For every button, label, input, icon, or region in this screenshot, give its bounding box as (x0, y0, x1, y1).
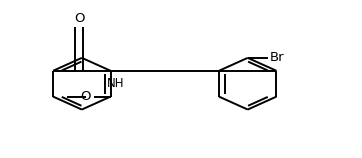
Text: NH: NH (107, 77, 125, 90)
Text: Br: Br (269, 51, 284, 64)
Text: O: O (74, 12, 84, 25)
Text: O: O (80, 90, 91, 103)
